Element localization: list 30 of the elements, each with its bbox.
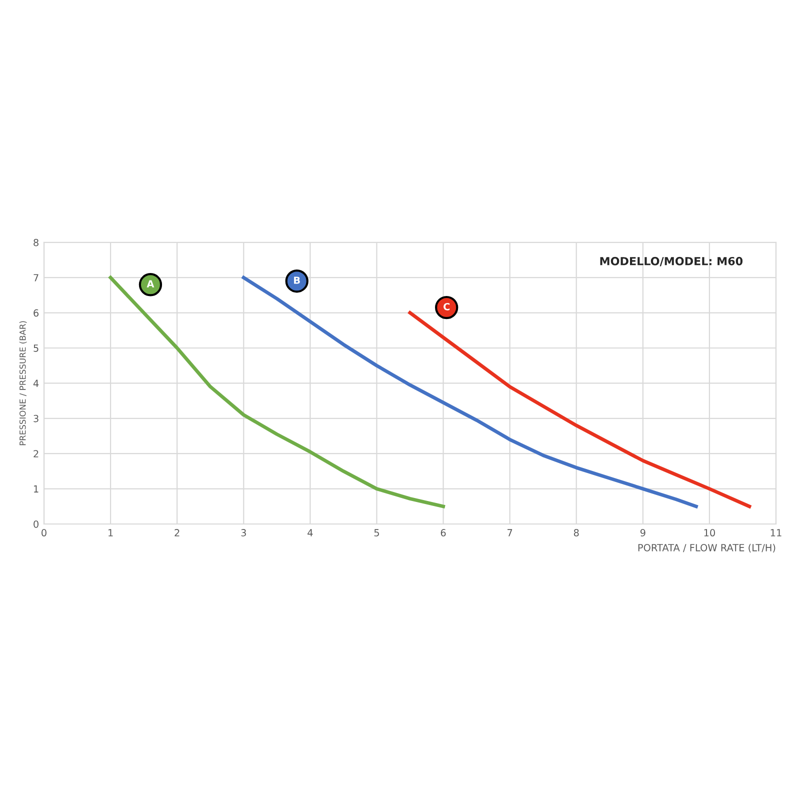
y-tick-label: 5 (34, 344, 38, 352)
x-tick-label: 9 (640, 529, 646, 536)
line-series (108, 276, 446, 508)
y-tick-label: 0 (34, 520, 38, 528)
text: C (444, 302, 450, 310)
y-axis-title: PRESSIONE / PRESSURE (BAR) (19, 321, 27, 446)
y-tick-label: 8 (34, 238, 38, 246)
x-tick-label: 7 (508, 529, 512, 536)
line-series (242, 276, 698, 508)
x-tick-label: 4 (308, 529, 313, 536)
x-tick-label: 6 (440, 529, 446, 536)
x-tick-label: 8 (574, 529, 579, 536)
x-axis-title: PORTATA / FLOW RATE (LT/H) (638, 544, 776, 552)
x-tick-label: 11 (770, 529, 782, 536)
text: B (294, 276, 300, 284)
text: A (146, 280, 154, 288)
y-tick-label: 4 (33, 380, 39, 387)
y-tick-label: 6 (34, 309, 39, 317)
x-tick-label: 10 (704, 529, 715, 536)
y-tick-label: 2 (34, 450, 38, 458)
y-tick-label: 7 (34, 274, 38, 282)
line-series (408, 311, 752, 508)
y-tick-label: 1 (34, 485, 38, 492)
annotation: MODELLO/MODEL: M60 (600, 256, 743, 266)
y-tick-label: 3 (34, 414, 38, 422)
x-tick-label: 3 (241, 529, 246, 536)
x-tick-label: 2 (174, 529, 180, 536)
x-tick-label: 0 (42, 529, 46, 536)
x-tick-label: 1 (108, 529, 113, 536)
x-tick-label: 5 (374, 529, 379, 536)
